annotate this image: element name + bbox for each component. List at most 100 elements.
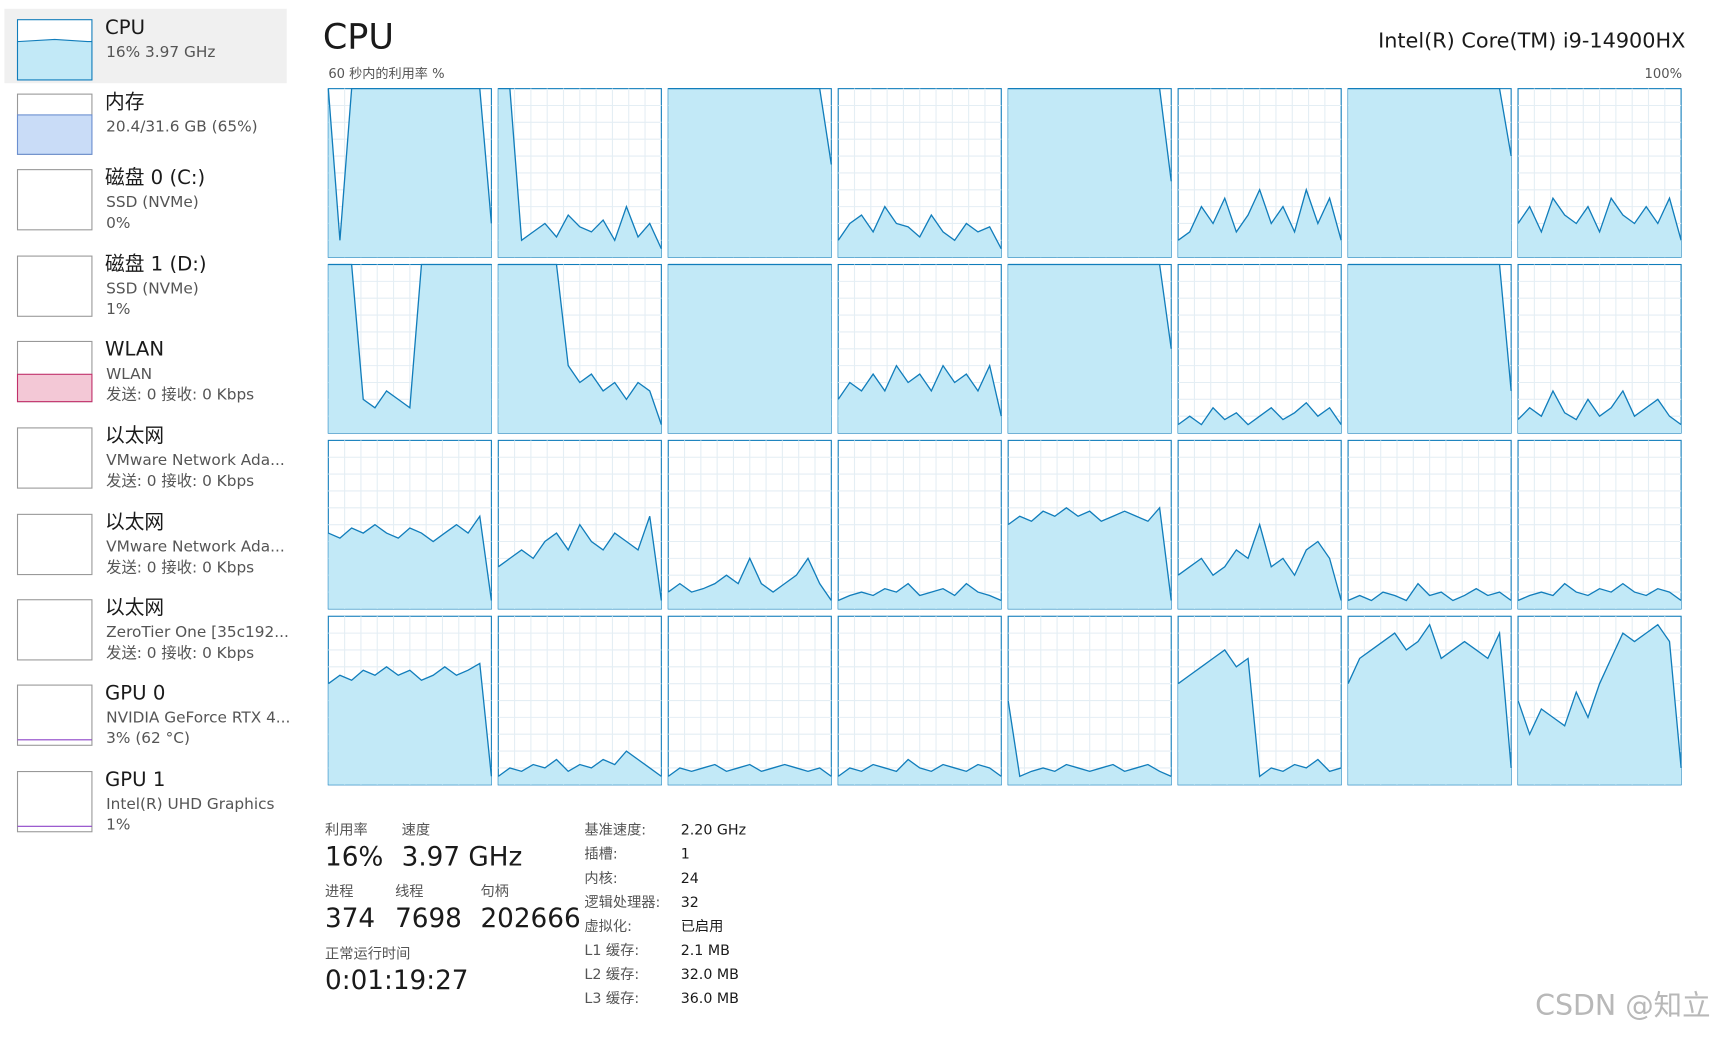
item-detail: SSD (NVMe)	[106, 279, 199, 297]
sidebar-item[interactable]: CPU 16% 3.97 GHz	[16, 16, 216, 81]
thumbnail	[16, 169, 93, 231]
core-area	[1178, 524, 1342, 609]
sidebar-item[interactable]: GPU 1 Intel(R) UHD Graphics 1%	[16, 768, 275, 834]
spec-value: 1	[681, 847, 690, 863]
core-graph	[497, 615, 662, 786]
item-name: 内存	[105, 90, 144, 113]
core-area	[1348, 583, 1512, 609]
core-graph	[327, 615, 493, 786]
sidebar-item[interactable]: GPU 0 NVIDIA GeForce RTX 4... 3% (62 °C)	[16, 681, 291, 747]
graph-max: 100%	[1645, 67, 1683, 82]
thumbnail-fill	[16, 38, 93, 81]
item-detail: ZeroTier One [35c192...	[106, 623, 289, 641]
core-graph	[1347, 263, 1512, 434]
thumbnail-fill	[16, 114, 93, 155]
core-graph	[1347, 439, 1512, 610]
item-name: 以太网	[105, 424, 164, 447]
sidebar-item[interactable]: 以太网 ZeroTier One [35c192... 发送: 0 接收: 0 Kb…	[16, 596, 289, 662]
stat-value: 374	[325, 904, 375, 934]
core-area	[838, 759, 1002, 785]
core-line	[1347, 582, 1512, 602]
item-detail: 1%	[106, 816, 130, 834]
core-line	[837, 205, 1002, 250]
core-line	[1517, 623, 1682, 769]
core-line	[1177, 401, 1342, 426]
sidebar-item[interactable]: WLAN WLAN 发送: 0 接收: 0 Kbps	[16, 338, 255, 404]
core-graph	[1517, 615, 1682, 786]
graph-label: 60 秒内的利用率 %	[328, 65, 444, 82]
title: CPU	[323, 16, 394, 57]
core-graph	[497, 439, 662, 610]
core-graph	[497, 263, 662, 434]
core-line	[1177, 522, 1342, 601]
thumbnail	[16, 771, 93, 833]
core-graph	[837, 263, 1002, 434]
core-area	[1178, 189, 1342, 258]
spec-value: 已启用	[681, 918, 724, 935]
core-area	[328, 88, 492, 258]
stat-label: 线程	[395, 883, 423, 900]
stat-value: 202666	[480, 904, 580, 934]
core-area	[1348, 624, 1512, 785]
core-area	[1518, 624, 1682, 785]
core-line	[1008, 87, 1172, 182]
sidebar-item[interactable]: 磁盘 1 (D:) SSD (NVMe) 1%	[16, 252, 207, 318]
spec-label: L3 缓存:	[584, 990, 639, 1007]
core-line	[327, 87, 493, 241]
stat-value: 16%	[325, 843, 383, 873]
spec-value: 36.0 MB	[681, 991, 739, 1007]
core-line	[1517, 582, 1682, 602]
stat-value: 0:01:19:27	[325, 966, 468, 996]
sidebar-item[interactable]: 以太网 VMware Network Ada... 发送: 0 接收: 0 Kbps	[16, 511, 285, 577]
core-line	[328, 514, 493, 601]
item-detail: SSD (NVMe)	[106, 193, 199, 211]
core-graph	[1517, 439, 1682, 610]
core-line	[668, 87, 832, 165]
item-detail: Intel(R) UHD Graphics	[106, 795, 274, 813]
core-area	[1348, 264, 1512, 434]
core-line	[1348, 87, 1512, 157]
core-line	[837, 582, 1002, 602]
core-area	[498, 88, 662, 258]
core-area	[1178, 402, 1342, 434]
stat-label: 速度	[402, 822, 430, 839]
core-graph	[837, 439, 1002, 610]
item-name: 磁盘 0 (C:)	[105, 166, 205, 189]
core-graph	[327, 263, 492, 434]
sidebar-item[interactable]: 磁盘 0 (C:) SSD (NVMe) 0%	[16, 166, 206, 232]
spec-label: L2 缓存:	[584, 966, 639, 983]
core-graph	[1177, 439, 1342, 610]
core-area	[498, 516, 662, 609]
item-detail: NVIDIA GeForce RTX 4...	[106, 708, 290, 726]
spec-value: 32	[681, 895, 699, 911]
core-graph	[327, 439, 493, 610]
core-line	[328, 263, 492, 409]
spec-label: L1 缓存:	[584, 942, 639, 959]
core-graph	[1177, 263, 1342, 434]
core-graph	[1347, 87, 1512, 258]
core-area	[328, 663, 492, 785]
thumbnail	[16, 255, 93, 317]
core-line	[837, 758, 1002, 777]
item-detail: 16% 3.97 GHz	[106, 43, 215, 61]
spec-label: 基准速度:	[584, 822, 646, 839]
core-graph	[1007, 439, 1172, 610]
core-line	[837, 363, 1002, 417]
stat-value: 3.97 GHz	[402, 843, 523, 873]
core-area	[328, 264, 492, 434]
item-detail: 0%	[106, 214, 130, 232]
core-graph	[667, 615, 832, 786]
core-area	[1178, 649, 1342, 785]
core-area	[1518, 198, 1682, 258]
sidebar-item[interactable]: 内存 20.4/31.6 GB (65%)	[16, 90, 258, 155]
core-graph	[1177, 88, 1342, 258]
core-graph	[667, 263, 832, 434]
sidebar-item[interactable]: 以太网 VMware Network Ada... 发送: 0 接收: 0 Kbps	[16, 424, 285, 490]
core-line	[1347, 623, 1512, 768]
core-graph	[1517, 88, 1682, 258]
core-line	[1007, 506, 1172, 601]
core-area	[1008, 507, 1172, 609]
item-detail: VMware Network Ada...	[106, 451, 285, 469]
